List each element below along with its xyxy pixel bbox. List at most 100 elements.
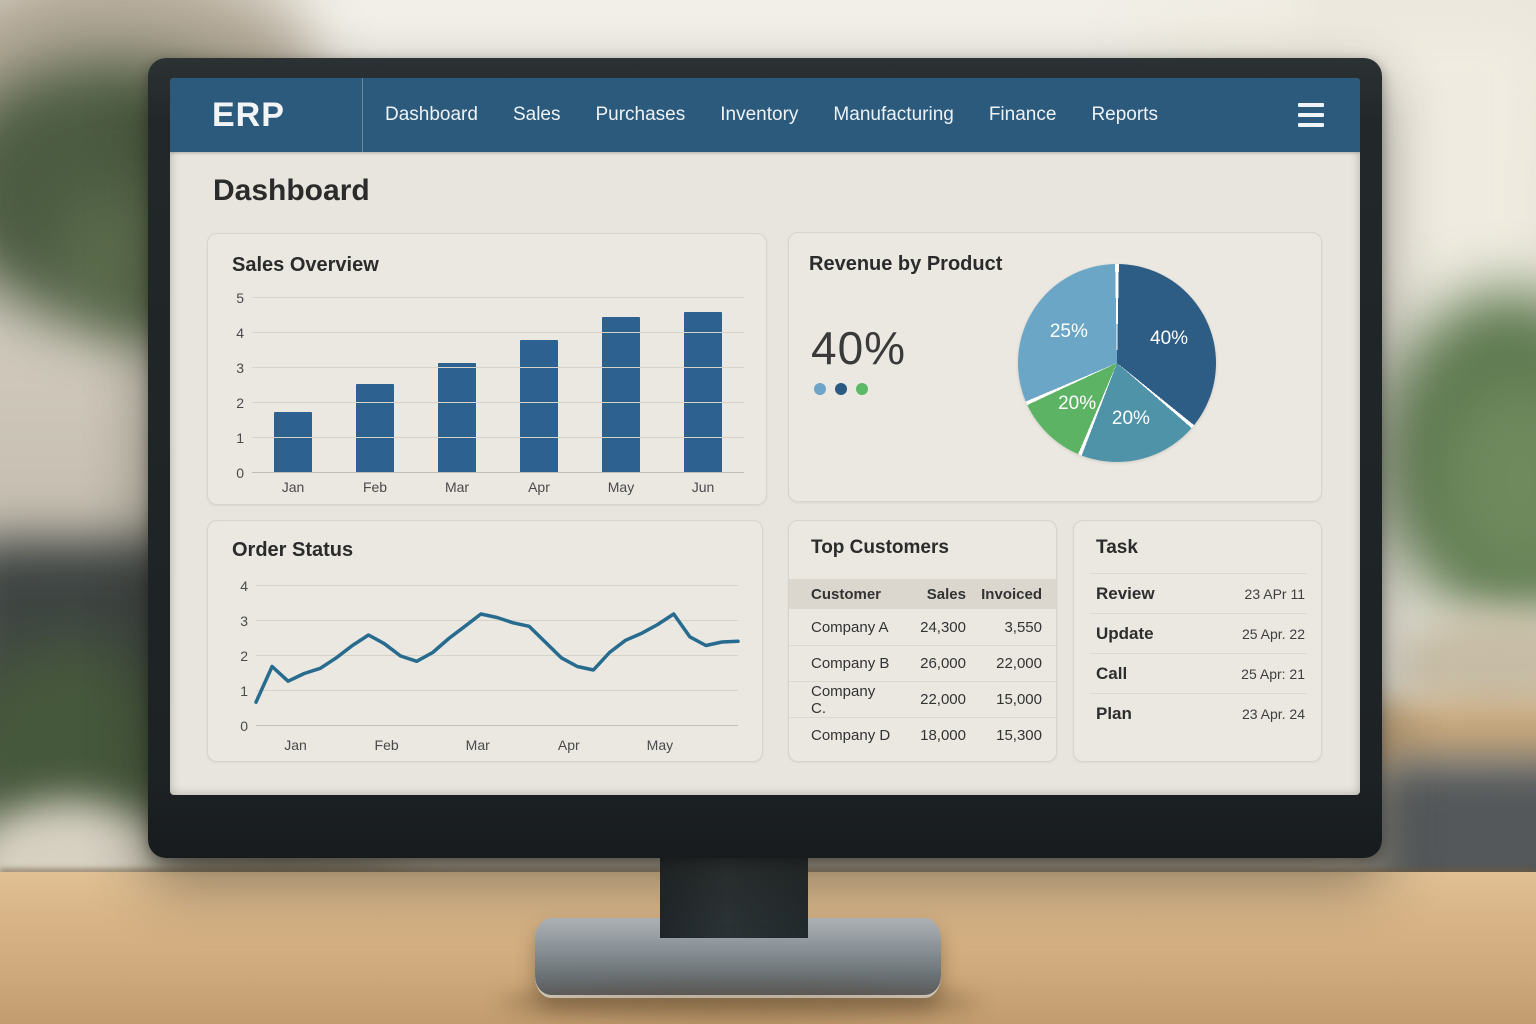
table-row[interactable]: Company B 26,000 22,000 <box>789 645 1056 681</box>
task-label: Plan <box>1096 703 1132 723</box>
bar-column-jun <box>662 298 744 473</box>
table-row[interactable]: Company A 24,300 3,550 <box>789 609 1056 645</box>
sales-overview-card: Sales Overview 0 1 2 3 4 5 Jan Feb Mar Apr May Jun <box>207 233 767 505</box>
pie-slice-label-2: 20% <box>1058 393 1097 415</box>
monitor-bezel: ERP Dashboard Sales Purchases Inventory Manu… <box>148 58 1382 858</box>
gridline-y2 <box>256 655 738 656</box>
x-tick-label-feb: Feb <box>374 737 399 753</box>
task-item-update[interactable]: Update 25 Apr. 22 <box>1090 613 1307 653</box>
page-title: Dashboard <box>213 174 370 207</box>
y-tick-label: 3 <box>240 613 248 629</box>
table-row[interactable]: Company D 18,000 15,300 <box>789 717 1056 753</box>
order-status-card: Order Status 0 1 2 3 4 Jan Feb Mar Apr May <box>207 520 763 762</box>
nav-item-sales[interactable]: Sales <box>512 104 561 125</box>
bar-column-feb <box>334 298 416 473</box>
order-status-plot: 0 1 2 3 4 <box>240 578 740 734</box>
nav-item-manufacturing[interactable]: Manufacturing <box>833 104 954 125</box>
gridline-y2 <box>252 402 744 403</box>
bar-jun <box>684 312 722 473</box>
nav-item-reports[interactable]: Reports <box>1091 104 1158 125</box>
brand-logo[interactable]: ERP <box>212 95 285 134</box>
x-tick-label-mar: Mar <box>465 737 490 753</box>
pie-slice-label-0: 40% <box>1150 327 1189 349</box>
gridline-y0 <box>256 725 738 726</box>
screen: ERP Dashboard Sales Purchases Inventory Manu… <box>170 78 1360 795</box>
bar-feb <box>356 383 394 473</box>
y-tick-label: 2 <box>240 648 248 664</box>
pie-slice-label-1: 20% <box>1111 407 1150 429</box>
revenue-by-product-title: Revenue by Product <box>809 253 1003 275</box>
invoiced-value: 22,000 <box>996 655 1042 672</box>
task-item-call[interactable]: Call 25 Apr: 21 <box>1090 653 1307 693</box>
legend-dot-0 <box>814 383 826 395</box>
gridline-y0 <box>252 472 744 473</box>
nav-item-inventory[interactable]: Inventory <box>720 104 799 125</box>
nav-item-dashboard[interactable]: Dashboard <box>385 104 478 125</box>
task-item-review[interactable]: Review 23 APr 11 <box>1090 573 1307 613</box>
y-tick-label: 5 <box>236 290 244 306</box>
nav-divider <box>362 78 363 152</box>
sales-value: 18,000 <box>920 727 966 744</box>
gridline-y4 <box>256 585 738 586</box>
revenue-by-product-card: Revenue by Product 40% 40% 20% 20% 25% <box>788 232 1322 502</box>
y-tick-label: 1 <box>240 683 248 699</box>
nav-item-purchases[interactable]: Purchases <box>595 104 686 125</box>
bar-column-apr <box>498 298 580 473</box>
top-navbar: ERP Dashboard Sales Purchases Inventory Manu… <box>170 78 1360 152</box>
task-date: 25 Apr: 21 <box>1241 665 1305 682</box>
invoiced-value: 15,300 <box>996 727 1042 744</box>
sales-value: 22,000 <box>920 691 966 708</box>
legend-dot-2 <box>856 383 868 395</box>
y-tick-label: 1 <box>236 430 244 446</box>
task-date: 23 Apr. 24 <box>1241 705 1305 722</box>
task-title: Task <box>1096 537 1138 558</box>
table-row[interactable]: Company C. 22,000 15,000 <box>789 681 1056 717</box>
bar-jan <box>274 411 312 473</box>
column-header-sales: Sales <box>926 585 966 603</box>
task-list: Review 23 APr 11 Update 25 Apr. 22 Call 25 Ap… <box>1090 573 1307 733</box>
table-header-row: Customer Sales Invoiced <box>789 579 1056 609</box>
invoiced-value: 15,000 <box>996 691 1042 708</box>
order-status-line-svg <box>254 612 740 704</box>
gridline-y5 <box>252 297 744 298</box>
bar-column-jan <box>252 298 334 473</box>
y-tick-label: 0 <box>240 718 248 734</box>
y-tick-label: 3 <box>236 360 244 376</box>
customer-name: Company C. <box>811 682 876 717</box>
legend-dot-1 <box>835 383 847 395</box>
sales-overview-x-axis: Jan Feb Mar Apr May Jun <box>252 479 744 495</box>
task-label: Review <box>1096 583 1155 603</box>
x-tick-label-jan: Jan <box>281 479 305 495</box>
legend-dots <box>814 383 868 395</box>
x-tick-label-jan: Jan <box>284 737 307 753</box>
invoiced-value: 3,550 <box>1004 618 1042 636</box>
bar-mar <box>438 362 476 473</box>
background-side-table <box>1360 700 1536 770</box>
task-date: 23 APr 11 <box>1244 585 1305 602</box>
bar-column-mar <box>416 298 498 473</box>
order-status-x-axis: Jan Feb Mar Apr May <box>256 737 738 755</box>
gridline-y4 <box>252 332 744 333</box>
gridline-y3 <box>252 367 744 368</box>
x-tick-label-apr: Apr <box>528 479 550 495</box>
customer-name: Company D <box>811 727 891 744</box>
monitor-base-shadow <box>500 985 980 1019</box>
task-item-plan[interactable]: Plan 23 Apr. 24 <box>1090 693 1307 733</box>
hamburger-menu-icon[interactable] <box>1298 103 1324 127</box>
x-tick-label-may: May <box>607 479 635 495</box>
nav-item-finance[interactable]: Finance <box>988 104 1057 125</box>
y-tick-label: 0 <box>236 465 244 481</box>
task-date: 25 Apr. 22 <box>1241 625 1305 642</box>
column-header-invoiced: Invoiced <box>981 585 1042 603</box>
x-tick-label-apr: Apr <box>557 737 580 753</box>
x-tick-label-mar: Mar <box>444 479 470 495</box>
bar-columns <box>252 298 744 473</box>
top-customers-table: Customer Sales Invoiced Company A 24,300 3,55… <box>789 579 1056 753</box>
x-tick-label-may: May <box>646 737 674 753</box>
sales-value: 24,300 <box>920 618 966 636</box>
gridline-y3 <box>256 620 738 621</box>
x-tick-label-feb: Feb <box>362 479 388 495</box>
pie-chart: 40% 20% 20% 25% <box>1018 264 1216 462</box>
bar-column-may <box>580 298 662 473</box>
x-tick-label-jun: Jun <box>691 479 715 495</box>
